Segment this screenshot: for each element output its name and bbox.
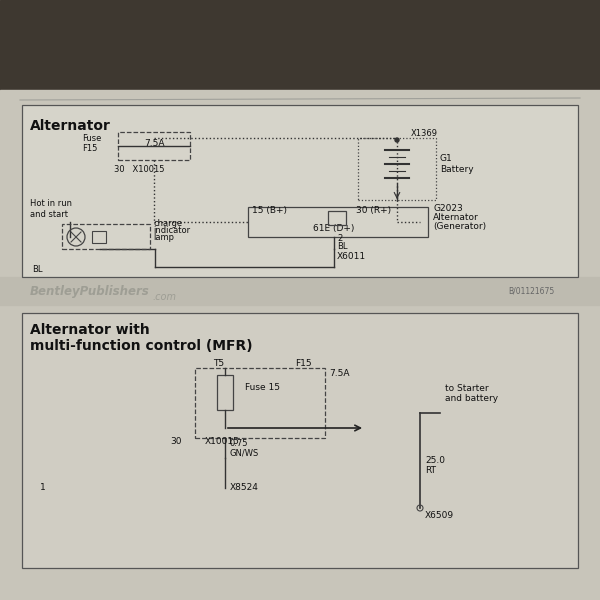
Bar (22, 105, 578, 277)
Text: 30: 30 (170, 437, 182, 446)
Bar (22, 313, 578, 568)
Bar (118, 132, 190, 160)
Text: BL: BL (337, 242, 347, 251)
Text: 25.0
RT: 25.0 RT (425, 455, 445, 475)
Bar (248, 207, 428, 237)
Text: 61E (D+): 61E (D+) (313, 224, 355, 233)
Text: Alternator with: Alternator with (30, 323, 150, 337)
Text: G1
Battery: G1 Battery (440, 154, 473, 174)
Text: 30   X10015: 30 X10015 (114, 165, 164, 174)
Text: X6509: X6509 (425, 511, 454, 520)
Bar (92, 231, 106, 243)
Bar (217, 375, 233, 410)
Text: lamp: lamp (153, 233, 174, 242)
Text: T5: T5 (213, 359, 224, 368)
Text: 0.75
GN/WS: 0.75 GN/WS (230, 439, 259, 458)
Text: Alternator: Alternator (30, 119, 111, 133)
Text: 7.5A: 7.5A (144, 139, 164, 148)
Text: F15: F15 (295, 359, 311, 368)
Text: (Generator): (Generator) (433, 222, 486, 231)
Bar (0, 0, 600, 90)
Bar (358, 138, 436, 200)
Text: Hot in run
and start: Hot in run and start (30, 199, 72, 219)
Text: 1: 1 (40, 483, 46, 492)
Text: X1369: X1369 (411, 129, 438, 138)
Bar (328, 211, 346, 225)
Bar (195, 368, 325, 438)
Text: to Starter
and battery: to Starter and battery (445, 383, 498, 403)
Text: multi-function control (MFR): multi-function control (MFR) (30, 339, 253, 353)
Bar (62, 224, 150, 249)
Text: BentleyPublishers: BentleyPublishers (30, 285, 150, 298)
Text: .com: .com (152, 292, 176, 302)
Bar (0, 90, 600, 600)
Circle shape (395, 138, 399, 142)
Text: Fuse 15: Fuse 15 (245, 383, 280, 392)
Text: G2023: G2023 (433, 204, 463, 213)
Bar (22, 313, 578, 568)
Text: indicator: indicator (153, 226, 190, 235)
Text: 2: 2 (337, 234, 342, 243)
Bar (0, 277, 600, 305)
Text: B/01121675: B/01121675 (508, 287, 554, 296)
Text: X6011: X6011 (337, 252, 366, 261)
Text: BL: BL (32, 265, 43, 274)
Text: charge: charge (153, 219, 182, 228)
Text: 30 (R+): 30 (R+) (356, 206, 391, 215)
Bar (22, 105, 578, 277)
Text: X8524: X8524 (230, 483, 259, 492)
Text: Alternator: Alternator (433, 213, 479, 222)
Text: Fuse
F15: Fuse F15 (82, 134, 101, 154)
Text: X10015: X10015 (205, 437, 240, 446)
Text: 7.5A: 7.5A (329, 369, 349, 378)
Text: 15 (B+): 15 (B+) (252, 206, 287, 215)
